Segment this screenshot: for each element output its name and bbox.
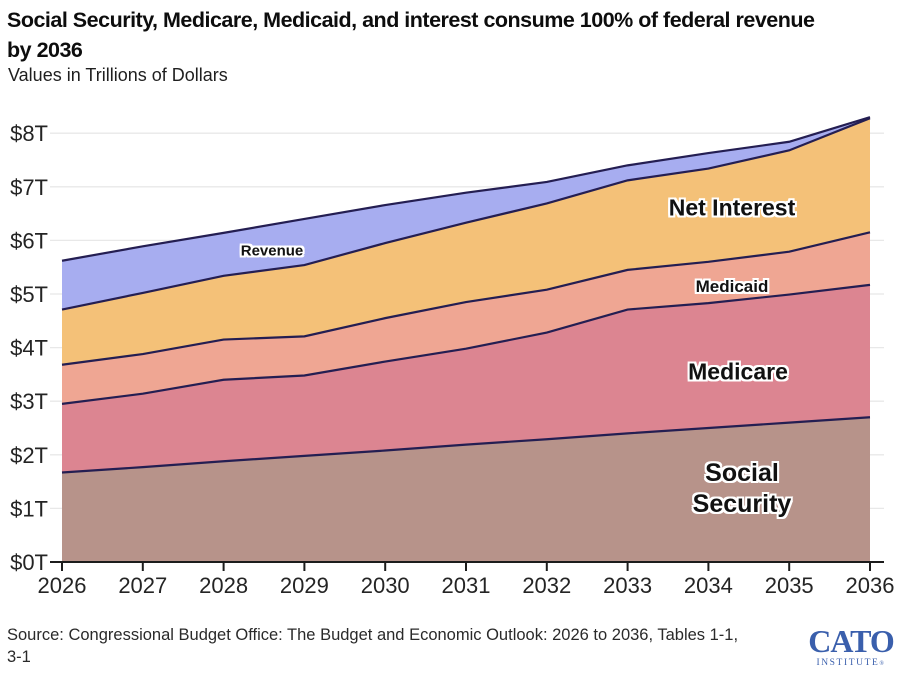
x-tick-label-2029: 2029 <box>280 573 329 598</box>
source-note-line2: 3-1 <box>7 648 31 666</box>
y-tick-label-$1T: $1T <box>10 496 48 521</box>
x-tick-label-2031: 2031 <box>442 573 491 598</box>
y-tick-label-$6T: $6T <box>10 228 48 253</box>
area-medicare <box>62 284 870 473</box>
x-tick-label-2035: 2035 <box>765 573 814 598</box>
x-tick-label-2030: 2030 <box>361 573 410 598</box>
x-tick-label-2027: 2027 <box>118 573 167 598</box>
x-tick-label-2034: 2034 <box>684 573 733 598</box>
x-tick-label-2036: 2036 <box>846 573 895 598</box>
boundary-medicaid <box>61 231 871 366</box>
chart-title-line2: by 2036 <box>7 38 83 62</box>
registered-mark: ® <box>879 661 886 667</box>
x-tick-label-2026: 2026 <box>38 573 87 598</box>
y-tick-label-$2T: $2T <box>10 443 48 468</box>
cato-logo-institute: INSTITUTE® <box>816 658 886 668</box>
y-tick-label-$7T: $7T <box>10 175 48 200</box>
boundary-medicare <box>61 283 871 405</box>
y-tick-label-$5T: $5T <box>10 282 48 307</box>
source-note-line1: Source: Congressional Budget Office: The… <box>7 626 739 644</box>
y-tick-label-$4T: $4T <box>10 336 48 361</box>
y-tick-label-$3T: $3T <box>10 389 48 414</box>
cato-logo-wordmark: CATO <box>808 623 895 659</box>
x-tick-label-2028: 2028 <box>199 573 248 598</box>
boundary-social-security <box>61 416 871 474</box>
chart-title: Social Security, Medicare, Medicaid, and… <box>7 5 815 65</box>
boundary-revenue <box>61 116 871 262</box>
boundary-net-interest <box>61 117 871 311</box>
cato-institute-logo: CATO INSTITUTE® <box>808 623 895 670</box>
source-note: Source: Congressional Budget Office: The… <box>7 624 738 668</box>
chart-subtitle: Values in Trillions of Dollars <box>8 65 228 85</box>
area-medicaid <box>62 232 870 404</box>
chart-title-line1: Social Security, Medicare, Medicaid, and… <box>7 8 815 32</box>
x-tick-label-2032: 2032 <box>522 573 571 598</box>
y-tick-label-$8T: $8T <box>10 121 48 146</box>
y-tick-label-$0T: $0T <box>10 550 48 575</box>
area-revenue-gap <box>62 117 870 310</box>
area-net-interest <box>62 118 870 365</box>
x-tick-label-2033: 2033 <box>603 573 652 598</box>
area-social-security <box>62 417 870 562</box>
